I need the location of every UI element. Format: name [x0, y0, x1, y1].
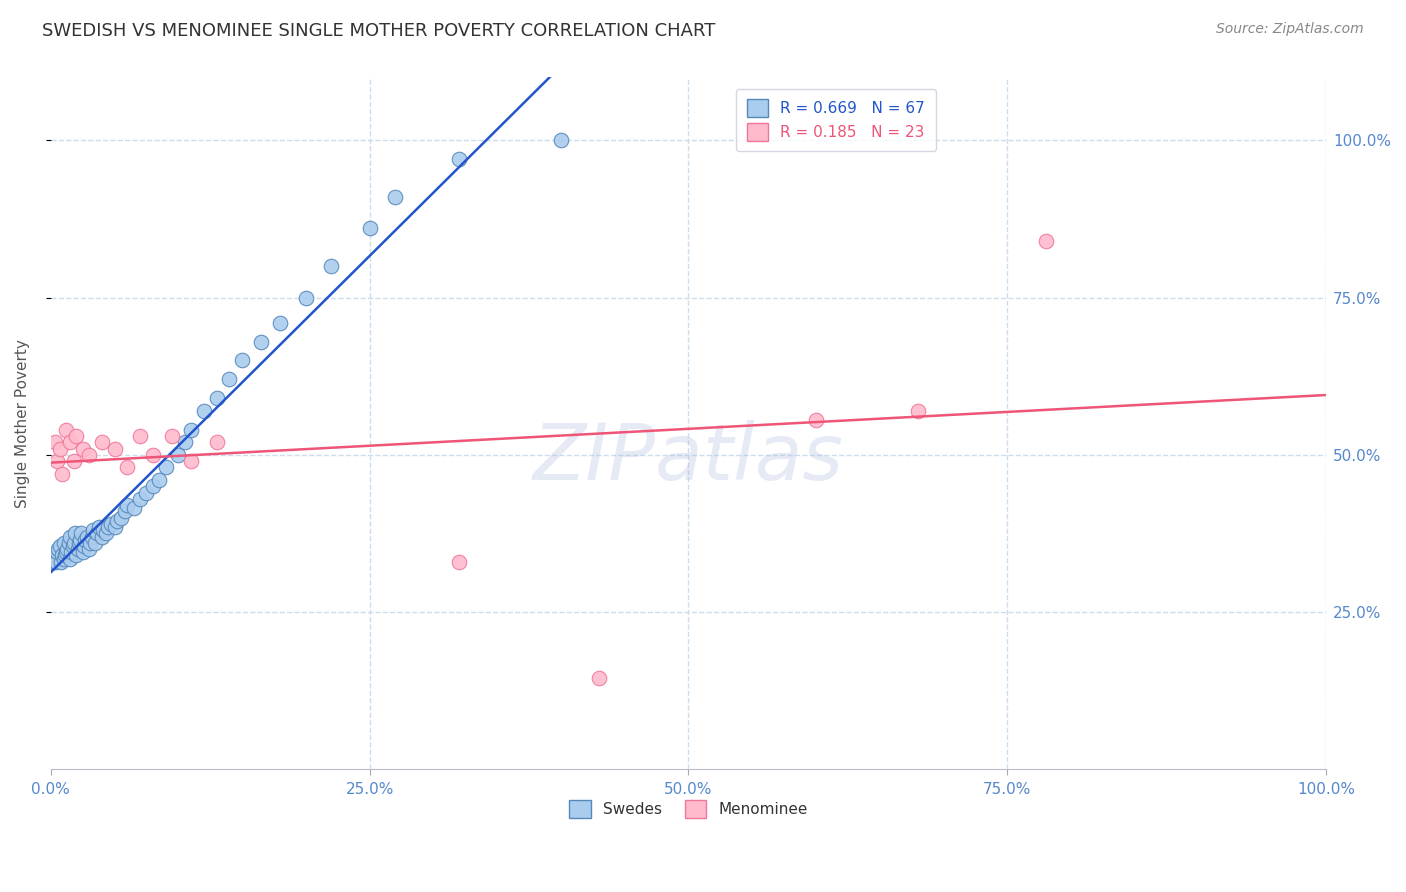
Point: [173, 435, 195, 450]
Point: [447, 555, 470, 569]
Point: [51, 549, 73, 563]
Point: [205, 435, 228, 450]
Point: [76, 530, 98, 544]
Point: [104, 442, 127, 456]
Point: [52, 536, 75, 550]
Point: [59, 530, 82, 544]
Point: [44, 551, 66, 566]
Point: [117, 460, 139, 475]
Text: Source: ZipAtlas.com: Source: ZipAtlas.com: [1216, 22, 1364, 37]
Point: [148, 473, 170, 487]
Point: [82, 524, 104, 538]
Y-axis label: Single Mother Poverty: Single Mother Poverty: [15, 339, 30, 508]
Point: [67, 536, 90, 550]
Point: [90, 435, 112, 450]
Point: [205, 391, 228, 405]
Point: [218, 372, 240, 386]
Point: [129, 429, 152, 443]
Point: [52, 551, 75, 566]
Point: [105, 514, 128, 528]
Point: [550, 133, 572, 147]
Point: [129, 491, 152, 506]
Point: [65, 429, 87, 443]
Point: [65, 549, 87, 563]
Point: [97, 520, 120, 534]
Point: [80, 530, 103, 544]
Point: [384, 190, 406, 204]
Point: [62, 536, 84, 550]
Point: [122, 501, 145, 516]
Point: [59, 551, 82, 566]
Point: [321, 259, 343, 273]
Point: [359, 221, 381, 235]
Point: [62, 539, 84, 553]
Point: [295, 291, 318, 305]
Point: [142, 479, 165, 493]
Point: [231, 353, 253, 368]
Point: [84, 536, 107, 550]
Point: [66, 542, 89, 557]
Point: [56, 542, 79, 557]
Point: [53, 549, 76, 563]
Point: [42, 555, 65, 569]
Legend: Swedes, Menominee: Swedes, Menominee: [562, 794, 814, 824]
Point: [72, 442, 94, 456]
Point: [44, 435, 66, 450]
Point: [100, 516, 122, 531]
Point: [90, 530, 112, 544]
Point: [180, 423, 202, 437]
Point: [91, 524, 114, 538]
Point: [49, 442, 72, 456]
Text: SWEDISH VS MENOMINEE SINGLE MOTHER POVERTY CORRELATION CHART: SWEDISH VS MENOMINEE SINGLE MOTHER POVER…: [42, 22, 716, 40]
Point: [193, 404, 215, 418]
Point: [60, 545, 83, 559]
Point: [142, 448, 165, 462]
Point: [117, 498, 139, 512]
Point: [46, 545, 69, 559]
Point: [73, 539, 96, 553]
Point: [45, 555, 67, 569]
Point: [55, 545, 77, 559]
Point: [155, 460, 177, 475]
Point: [110, 510, 132, 524]
Point: [167, 448, 190, 462]
Point: [63, 526, 86, 541]
Point: [72, 545, 94, 559]
Point: [94, 526, 117, 541]
Point: [588, 671, 610, 685]
Point: [447, 152, 470, 166]
Point: [46, 454, 69, 468]
Point: [59, 435, 82, 450]
Point: [269, 316, 291, 330]
Point: [89, 520, 111, 534]
Point: [907, 404, 929, 418]
Point: [58, 536, 80, 550]
Point: [48, 542, 70, 557]
Point: [49, 539, 72, 553]
Point: [135, 485, 157, 500]
Point: [75, 533, 97, 547]
Point: [62, 454, 84, 468]
Point: [250, 334, 273, 349]
Point: [49, 555, 72, 569]
Point: [114, 504, 136, 518]
Point: [51, 467, 73, 481]
Point: [804, 413, 827, 427]
Text: ZIPatlas: ZIPatlas: [533, 420, 844, 496]
Point: [69, 533, 91, 547]
Point: [104, 520, 127, 534]
Point: [79, 536, 101, 550]
Point: [86, 526, 108, 541]
Point: [180, 454, 202, 468]
Point: [1035, 234, 1057, 248]
Point: [77, 448, 100, 462]
Point: [70, 526, 93, 541]
Point: [160, 429, 183, 443]
Point: [55, 423, 77, 437]
Point: [77, 542, 100, 557]
